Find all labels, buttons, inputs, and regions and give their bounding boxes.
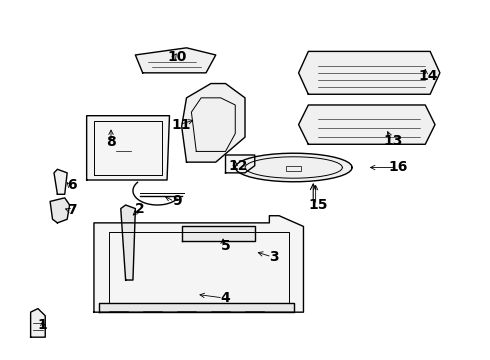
Text: 15: 15 xyxy=(308,198,328,212)
Text: 6: 6 xyxy=(67,178,77,192)
Text: 3: 3 xyxy=(270,250,279,264)
Polygon shape xyxy=(298,105,435,144)
Text: 10: 10 xyxy=(167,50,187,64)
Polygon shape xyxy=(99,303,294,312)
Polygon shape xyxy=(182,226,255,241)
Polygon shape xyxy=(225,155,255,173)
Bar xyxy=(287,166,301,171)
Polygon shape xyxy=(121,205,135,280)
Text: 13: 13 xyxy=(384,134,403,148)
Text: 4: 4 xyxy=(220,291,230,305)
Polygon shape xyxy=(30,309,45,337)
Text: 16: 16 xyxy=(389,161,408,175)
Text: 8: 8 xyxy=(106,135,116,149)
Polygon shape xyxy=(94,216,303,312)
Polygon shape xyxy=(87,116,170,180)
Text: 9: 9 xyxy=(172,194,182,208)
Text: 1: 1 xyxy=(38,318,48,332)
Polygon shape xyxy=(135,48,216,73)
Polygon shape xyxy=(50,198,70,223)
Text: 12: 12 xyxy=(228,159,247,173)
Polygon shape xyxy=(182,84,245,162)
Polygon shape xyxy=(298,51,440,94)
Text: 7: 7 xyxy=(67,203,77,217)
Text: 2: 2 xyxy=(135,202,145,216)
Text: 11: 11 xyxy=(172,118,192,132)
Circle shape xyxy=(210,122,217,127)
Text: 5: 5 xyxy=(220,239,230,253)
Bar xyxy=(381,125,406,132)
Polygon shape xyxy=(54,169,67,194)
Polygon shape xyxy=(236,153,352,182)
Text: 14: 14 xyxy=(418,69,438,84)
